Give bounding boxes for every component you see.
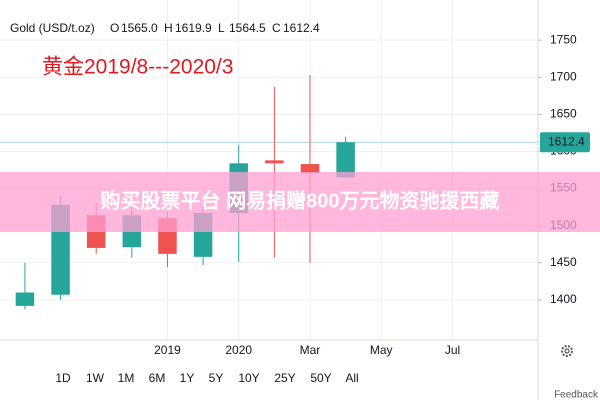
last-price-label: 1612.4 — [548, 134, 585, 148]
range-button[interactable]: 1W — [86, 371, 105, 385]
range-button[interactable]: 1D — [55, 371, 71, 385]
ohlc-value: 1564.5 — [229, 21, 266, 35]
candle-body — [300, 164, 320, 173]
settings-icon[interactable] — [561, 345, 573, 357]
annotation: 黄金2019/8---2020/3 — [42, 56, 233, 79]
grid — [0, 0, 542, 340]
range-button[interactable]: 50Y — [310, 371, 331, 385]
ohlc-value: 1612.4 — [283, 21, 320, 35]
range-button[interactable]: 1M — [118, 371, 135, 385]
y-tick-label: 1700 — [550, 69, 577, 83]
ohlc-key: C — [272, 21, 281, 35]
range-button[interactable]: 5Y — [209, 371, 224, 385]
watermark-band — [0, 172, 600, 232]
gear[interactable] — [561, 345, 573, 357]
gear-center[interactable] — [564, 348, 570, 354]
labels: O1565.0H1619.9L1564.5C1612.4140014501500… — [55, 21, 590, 385]
range-button[interactable]: 6M — [149, 371, 166, 385]
x-tick-label: Mar — [300, 343, 321, 357]
x-tick-label: 2019 — [154, 343, 181, 357]
range-button[interactable]: 25Y — [274, 371, 295, 385]
candle-body — [265, 160, 284, 164]
watermark: 购买股票平台 网易捐赠800万元物资驰援西藏 — [101, 188, 500, 212]
ohlc-value: 1619.9 — [175, 21, 212, 35]
y-tick-label: 1450 — [550, 255, 577, 269]
candle-body — [15, 292, 35, 306]
chart-title: Gold (USD/t.oz) — [10, 21, 95, 35]
ohlc-key: L — [218, 21, 225, 35]
ohlc-value: 1565.0 — [121, 21, 158, 35]
y-tick-label: 1750 — [550, 32, 577, 46]
feedback-link[interactable]: Feedback — [554, 390, 599, 400]
y-tick-label: 1400 — [550, 292, 577, 306]
range-button[interactable]: 10Y — [238, 371, 259, 385]
y-tick-label: 1650 — [550, 106, 577, 120]
range-button[interactable]: All — [345, 371, 358, 385]
range-button[interactable]: 1Y — [180, 371, 195, 385]
x-tick-label: 2020 — [225, 343, 252, 357]
candle-body — [336, 142, 355, 178]
ohlc-key: H — [164, 21, 173, 35]
ohlc-key: O — [110, 21, 119, 35]
last-price-box — [540, 132, 590, 153]
x-tick-label: Jul — [445, 343, 460, 357]
x-tick-label: May — [370, 343, 393, 357]
